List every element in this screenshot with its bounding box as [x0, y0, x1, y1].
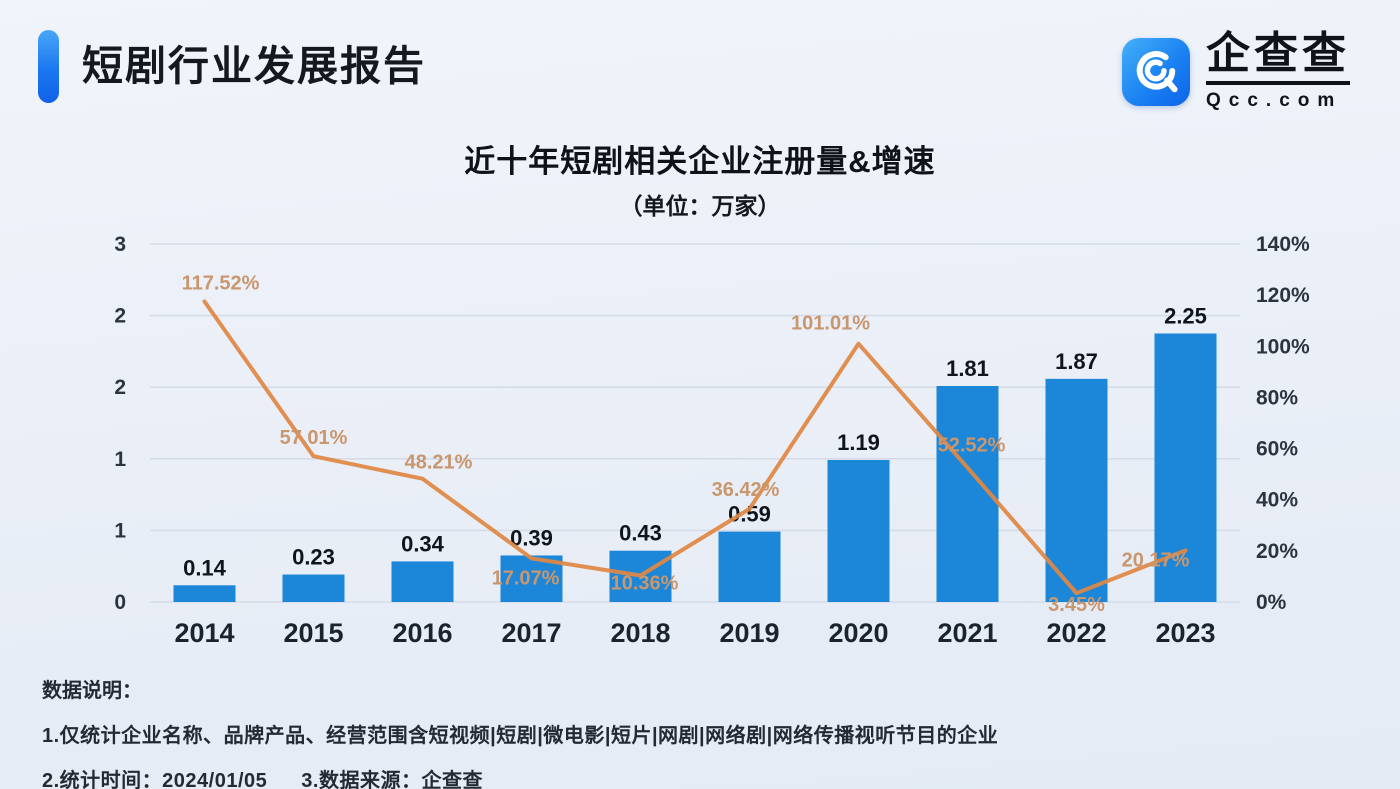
right-axis-tick: 140% [1256, 233, 1310, 256]
x-axis-label: 2018 [610, 618, 670, 648]
x-axis-label: 2022 [1046, 618, 1106, 648]
left-axis-tick: 0 [114, 591, 126, 614]
left-axis-tick: 1 [114, 448, 126, 471]
x-axis-label: 2015 [283, 618, 343, 648]
footnote-stat-time: 2.统计时间：2024/01/05 [42, 770, 268, 789]
x-axis-label: 2021 [937, 618, 997, 648]
x-axis-label: 2016 [392, 618, 452, 648]
growth-value-label: 3.45% [1048, 594, 1105, 616]
data-notes: 数据说明： 1.仅统计企业名称、品牌产品、经营范围含短视频|短剧|微电影|短片|… [42, 674, 1362, 789]
report-title: 短剧行业发展报告 [82, 43, 426, 89]
bar-value-label: 1.87 [1055, 349, 1098, 374]
right-axis-tick: 60% [1256, 438, 1298, 461]
growth-value-label: 101.01% [791, 313, 870, 335]
bar-value-label: 0.14 [183, 555, 227, 580]
growth-value-label: 52.52% [938, 435, 1006, 457]
right-axis-tick: 120% [1256, 284, 1310, 307]
right-axis-tick: 40% [1256, 489, 1298, 512]
x-axis-label: 2014 [174, 618, 234, 648]
growth-value-label: 57.01% [280, 427, 348, 449]
footnote-heading: 数据说明： [42, 680, 142, 702]
bar-value-label: 1.19 [837, 430, 880, 455]
left-axis-tick: 2 [114, 376, 126, 399]
bar-value-label: 0.43 [619, 521, 662, 546]
brand-underline [1206, 81, 1350, 85]
chart-title-block: 近十年短剧相关企业注册量&增速 （单位：万家） [0, 136, 1400, 221]
right-axis-tick: 80% [1256, 386, 1298, 409]
x-axis-label: 2017 [501, 618, 561, 648]
bar-value-label: 0.23 [292, 545, 335, 570]
bar-2020 [827, 459, 890, 602]
bar-value-label: 1.81 [946, 356, 989, 381]
growth-value-label: 36.42% [712, 479, 780, 501]
footnote-scope: 1.仅统计企业名称、品牌产品、经营范围含短视频|短剧|微电影|短片|网剧|网络剧… [42, 725, 999, 747]
left-axis-tick: 2 [114, 305, 126, 328]
qcc-magnifier-icon [1122, 38, 1190, 106]
footnote-meta: 2.统计时间：2024/01/05 3.数据来源：企查查 [42, 764, 1362, 789]
bar-2015 [282, 574, 345, 602]
chart-subtitle: （单位：万家） [619, 193, 781, 219]
left-axis-tick: 3 [114, 233, 126, 256]
bar-value-label: 2.25 [1164, 304, 1207, 329]
growth-value-label: 10.36% [611, 573, 679, 595]
chart-canvas: 3 2 2 1 1 0 140% 120% 100% 80% 60% 40% 20% 0% 0.14 0.23… [114, 233, 1310, 648]
footnote-source: 3.数据来源：企查查 [301, 770, 483, 789]
x-axis-label: 2023 [1155, 618, 1215, 648]
brand-name: 企查查 [1206, 29, 1350, 78]
title-accent-bar [38, 30, 59, 103]
bar-2014 [173, 585, 236, 602]
growth-value-label: 20.17% [1122, 549, 1190, 571]
bar-2016 [391, 561, 454, 602]
right-axis-tick: 20% [1256, 540, 1298, 563]
growth-value-label: 48.21% [405, 452, 473, 474]
right-axis-tick: 100% [1256, 335, 1310, 358]
brand-wordmark: 企查查 Qcc.com [1206, 32, 1350, 112]
growth-line [202, 299, 1188, 596]
bar-value-label: 0.34 [401, 531, 445, 556]
x-axis-label: 2020 [828, 618, 888, 648]
bar-2022 [1045, 378, 1108, 602]
chart-title: 近十年短剧相关企业注册量&增速 [464, 144, 936, 179]
x-axis-label: 2019 [719, 618, 779, 648]
growth-value-label: 17.07% [492, 567, 560, 589]
brand-domain: Qcc.com [1206, 90, 1343, 111]
left-axis-tick: 1 [114, 519, 126, 542]
right-axis-tick: 0% [1256, 591, 1287, 614]
qcc-logo: 企查查 Qcc.com [1122, 32, 1350, 112]
bar-2019 [718, 531, 781, 602]
growth-value-label: 117.52% [182, 272, 260, 294]
